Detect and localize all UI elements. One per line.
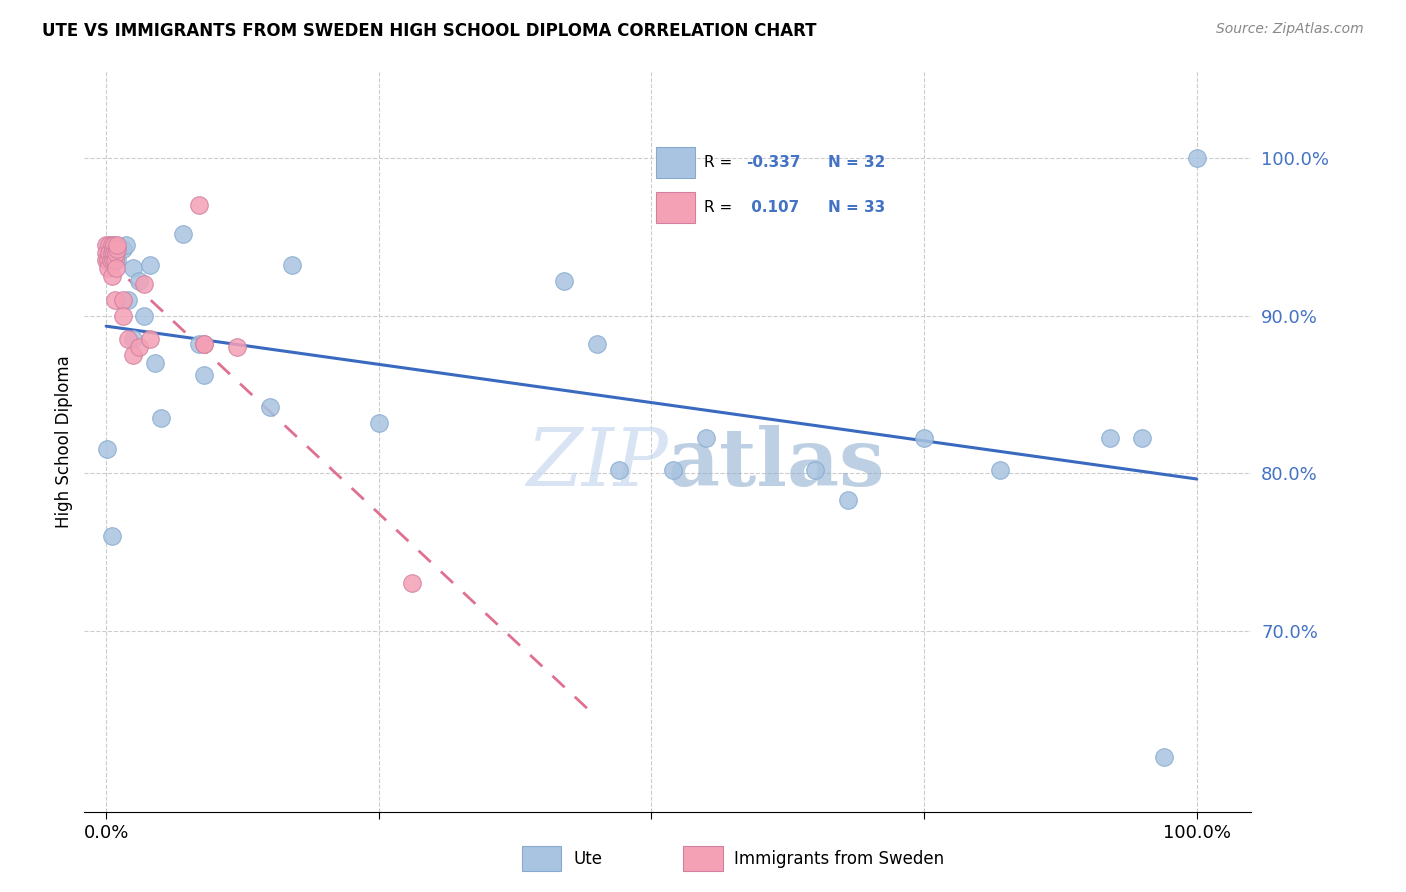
- Point: [143, 356, 166, 370]
- Text: Immigrants from Sweden: Immigrants from Sweden: [734, 849, 945, 868]
- Text: ZIP: ZIP: [526, 425, 668, 502]
- Point: [117, 332, 139, 346]
- Point: [401, 576, 423, 591]
- Point: [105, 243, 128, 257]
- Point: [134, 309, 156, 323]
- Point: [367, 416, 389, 430]
- Point: [128, 274, 150, 288]
- Text: Source: ZipAtlas.com: Source: ZipAtlas.com: [1216, 22, 1364, 37]
- Point: [96, 237, 118, 252]
- Point: [114, 237, 136, 252]
- Point: [97, 261, 120, 276]
- Point: [122, 261, 145, 276]
- Point: [96, 442, 118, 457]
- Point: [111, 309, 134, 323]
- Point: [100, 253, 122, 268]
- Point: [111, 293, 134, 307]
- Point: [98, 245, 121, 260]
- Point: [122, 332, 145, 346]
- Point: [259, 400, 281, 414]
- Point: [139, 332, 162, 346]
- Point: [134, 277, 156, 291]
- Point: [193, 368, 215, 383]
- Point: [122, 348, 145, 362]
- Point: [1098, 431, 1121, 445]
- Text: N = 33: N = 33: [828, 200, 886, 215]
- Point: [98, 237, 121, 252]
- Point: [100, 237, 122, 252]
- FancyBboxPatch shape: [683, 847, 723, 871]
- Point: [990, 463, 1012, 477]
- Point: [105, 253, 128, 268]
- Point: [104, 293, 127, 307]
- Y-axis label: High School Diploma: High School Diploma: [55, 355, 73, 528]
- Point: [104, 261, 127, 276]
- Point: [804, 463, 827, 477]
- Point: [187, 337, 209, 351]
- Point: [226, 340, 249, 354]
- Text: -0.337: -0.337: [747, 155, 801, 169]
- Point: [662, 463, 685, 477]
- Point: [103, 237, 125, 252]
- Point: [1153, 749, 1175, 764]
- Text: R =: R =: [704, 155, 733, 169]
- Point: [553, 274, 575, 288]
- Text: UTE VS IMMIGRANTS FROM SWEDEN HIGH SCHOOL DIPLOMA CORRELATION CHART: UTE VS IMMIGRANTS FROM SWEDEN HIGH SCHOO…: [42, 22, 817, 40]
- Point: [117, 293, 139, 307]
- Point: [104, 253, 127, 268]
- Point: [193, 337, 215, 351]
- Text: Ute: Ute: [574, 849, 602, 868]
- Point: [172, 227, 194, 241]
- Point: [97, 253, 120, 268]
- FancyBboxPatch shape: [655, 147, 696, 178]
- Point: [101, 253, 124, 268]
- Point: [104, 245, 127, 260]
- Point: [280, 258, 302, 272]
- Point: [111, 243, 134, 257]
- Point: [187, 198, 209, 212]
- Point: [912, 431, 935, 445]
- Point: [607, 463, 630, 477]
- Point: [193, 337, 215, 351]
- Point: [96, 253, 118, 268]
- Point: [837, 492, 859, 507]
- Point: [128, 340, 150, 354]
- Point: [1185, 151, 1208, 165]
- Text: N = 32: N = 32: [828, 155, 886, 169]
- Point: [139, 258, 162, 272]
- FancyBboxPatch shape: [522, 847, 561, 871]
- Text: atlas: atlas: [668, 425, 886, 503]
- Point: [149, 411, 172, 425]
- Point: [100, 245, 122, 260]
- Point: [695, 431, 717, 445]
- FancyBboxPatch shape: [655, 192, 696, 223]
- Point: [101, 243, 124, 257]
- Point: [100, 269, 122, 284]
- Point: [100, 529, 122, 543]
- Point: [105, 237, 128, 252]
- Point: [586, 337, 609, 351]
- Point: [1130, 431, 1153, 445]
- Text: R =: R =: [704, 200, 733, 215]
- Point: [96, 245, 118, 260]
- Point: [103, 245, 125, 260]
- Text: 0.107: 0.107: [747, 200, 800, 215]
